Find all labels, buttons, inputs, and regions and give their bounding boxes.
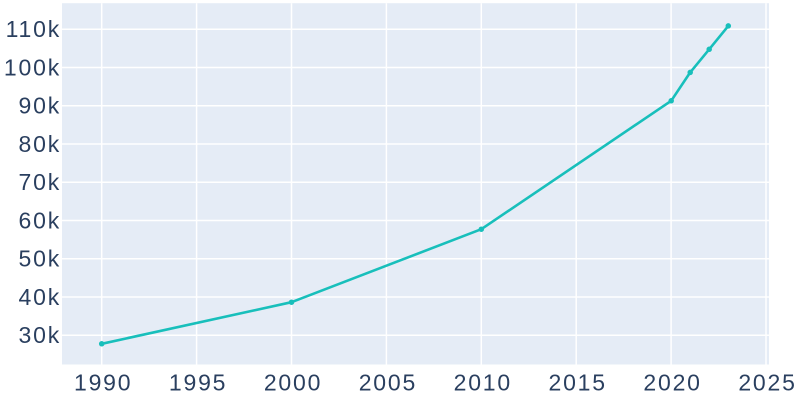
svg-text:80k: 80k bbox=[19, 131, 61, 157]
svg-text:30k: 30k bbox=[19, 322, 61, 348]
svg-text:2020: 2020 bbox=[643, 370, 701, 396]
svg-text:1990: 1990 bbox=[74, 370, 132, 396]
svg-text:60k: 60k bbox=[19, 207, 61, 233]
svg-text:2010: 2010 bbox=[454, 370, 512, 396]
svg-text:2015: 2015 bbox=[549, 370, 607, 396]
svg-text:2005: 2005 bbox=[359, 370, 417, 396]
svg-text:100k: 100k bbox=[4, 54, 61, 80]
svg-text:50k: 50k bbox=[19, 246, 61, 272]
svg-text:1995: 1995 bbox=[169, 370, 227, 396]
svg-text:40k: 40k bbox=[19, 284, 61, 310]
svg-text:70k: 70k bbox=[19, 169, 61, 195]
svg-text:110k: 110k bbox=[6, 16, 61, 42]
svg-text:2000: 2000 bbox=[264, 370, 322, 396]
svg-text:2025: 2025 bbox=[738, 370, 796, 396]
svg-text:90k: 90k bbox=[19, 93, 61, 119]
